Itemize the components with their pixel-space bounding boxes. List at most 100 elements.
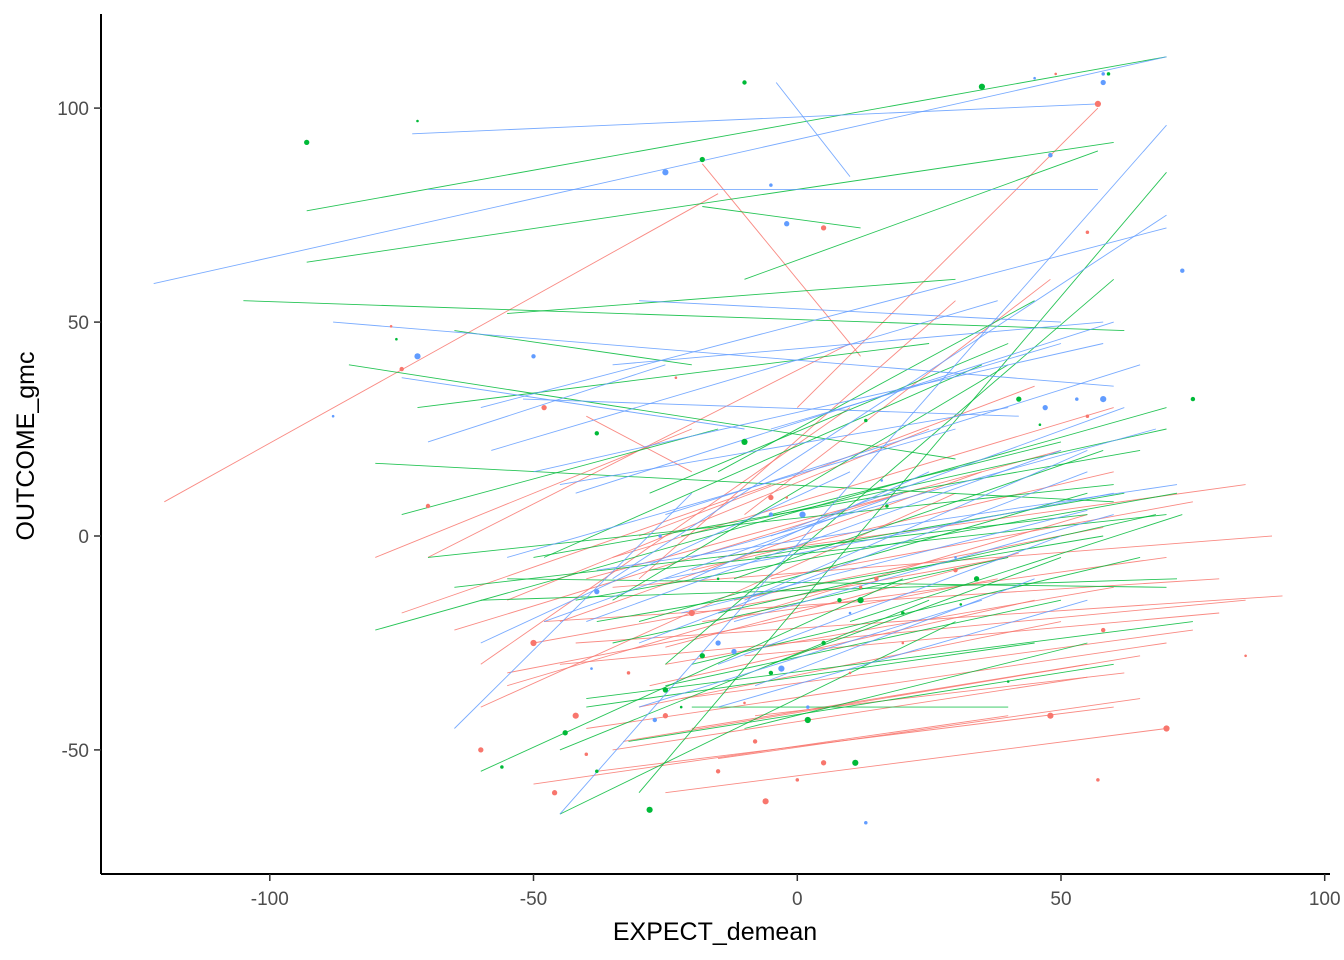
data-point	[795, 778, 800, 782]
data-point	[1085, 230, 1090, 234]
x-tick-label: -50	[520, 889, 547, 910]
regression-line	[333, 321, 1114, 387]
regression-line	[306, 141, 1114, 263]
x-axis-ticks: -100 -50 0 50 100	[251, 874, 1341, 910]
data-point	[768, 512, 774, 517]
regression-line	[733, 449, 1104, 580]
data-point	[799, 511, 806, 518]
data-point	[646, 806, 653, 813]
data-point	[662, 169, 669, 176]
y-axis-title: OUTCOME_gmc	[12, 352, 40, 541]
regression-line	[243, 300, 1125, 332]
x-tick-label: 100	[1309, 889, 1341, 910]
regression-line	[744, 449, 1088, 601]
data-point	[399, 366, 404, 372]
data-point	[530, 639, 537, 647]
data-point	[658, 534, 662, 538]
data-point	[901, 641, 905, 645]
regression-line	[533, 343, 1104, 473]
regression-line	[681, 509, 1088, 614]
regression-line	[665, 492, 1114, 580]
data-point	[1190, 396, 1196, 402]
data-point	[741, 438, 748, 445]
regression-line	[744, 278, 1051, 515]
regression-line	[507, 514, 1088, 687]
data-point	[1075, 397, 1079, 401]
data-point	[1106, 72, 1111, 76]
data-point	[880, 479, 883, 482]
regression-line	[796, 107, 1099, 408]
data-point	[973, 576, 980, 582]
data-point	[901, 611, 905, 615]
data-point	[1100, 79, 1106, 86]
regression-line	[586, 621, 1193, 700]
data-point	[1047, 712, 1054, 719]
regression-line	[744, 150, 1099, 280]
x-tick-label: 0	[792, 889, 803, 910]
regression-line	[770, 343, 1062, 430]
regression-line	[717, 535, 1062, 665]
data-point	[1054, 72, 1057, 76]
regression-line	[649, 343, 1009, 494]
regression-line	[649, 599, 1035, 687]
data-point	[590, 667, 593, 670]
data-point	[769, 183, 773, 187]
regression-line	[638, 621, 1062, 708]
data-point	[389, 325, 393, 328]
regression-line	[559, 621, 956, 815]
data-point	[1042, 404, 1048, 411]
data-point	[1094, 100, 1101, 107]
data-point	[626, 671, 631, 675]
data-point	[848, 611, 852, 615]
data-point	[1038, 423, 1042, 427]
regression-line	[681, 428, 1167, 537]
regression-line	[717, 599, 1088, 708]
data-point	[885, 504, 889, 508]
data-point	[762, 798, 769, 805]
regression-line	[586, 642, 1167, 729]
y-axis-ticks: -50 0 50 100	[57, 99, 101, 762]
data-point	[742, 80, 747, 85]
data-point	[864, 418, 868, 423]
data-point	[674, 376, 678, 380]
regression-line	[755, 672, 1125, 717]
data-point	[662, 687, 669, 693]
regression-line	[612, 535, 1273, 588]
regression-line	[427, 364, 666, 443]
regression-lines-layer	[153, 56, 1283, 815]
y-tick-label: 0	[78, 527, 89, 548]
regression-line	[507, 578, 998, 674]
regression-line	[638, 471, 1088, 644]
regression-line	[375, 462, 1114, 503]
y-tick-label: 50	[68, 313, 89, 334]
data-point	[531, 354, 536, 359]
regression-line	[770, 556, 1062, 665]
regression-line	[586, 415, 693, 473]
regression-line	[533, 556, 1009, 644]
y-tick-label: 100	[57, 99, 89, 120]
data-point	[584, 752, 589, 756]
data-point	[820, 760, 827, 766]
regression-line	[401, 484, 772, 614]
data-point	[395, 337, 398, 341]
data-point	[541, 404, 547, 411]
data-point	[1033, 76, 1036, 80]
data-point	[959, 603, 963, 606]
regression-line	[454, 330, 692, 366]
regression-line	[596, 535, 1104, 623]
data-point	[1180, 268, 1185, 273]
regression-line	[702, 556, 1167, 623]
regression-line	[480, 407, 851, 665]
data-point	[716, 577, 720, 581]
data-point	[1244, 654, 1247, 658]
data-point	[768, 494, 774, 501]
data-point	[864, 820, 868, 825]
regression-line	[480, 578, 903, 772]
regression-line	[306, 56, 1167, 212]
regression-line	[733, 514, 1114, 623]
regression-line	[612, 321, 1104, 366]
data-point	[551, 790, 558, 796]
regression-line	[665, 599, 1062, 687]
regression-line	[559, 599, 930, 751]
